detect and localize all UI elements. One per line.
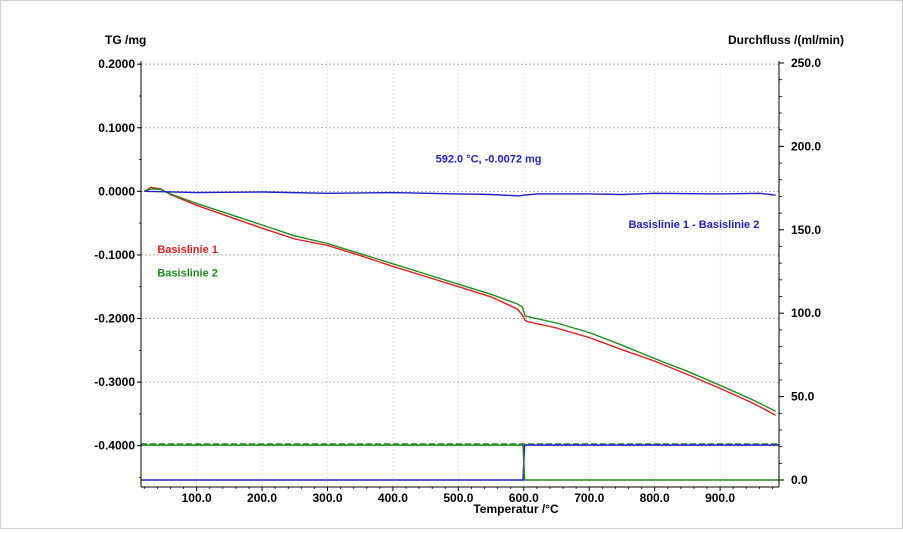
x-tick-label: 700.0	[574, 491, 604, 505]
y-left-tick-label: 0.0000	[98, 184, 135, 198]
y-right-tick-label: 250.0	[791, 56, 821, 70]
y-right-tick-label: 0.0	[791, 473, 808, 487]
y-right-tick-label: 100.0	[791, 306, 821, 320]
series-line-basislinie-1	[143, 186, 777, 416]
grid-lines	[141, 61, 779, 487]
labels-layer: Basislinie 1 Basislinie 2 Basislinie 1 - B…	[157, 153, 759, 279]
y-right-tick-label: 200.0	[791, 139, 821, 153]
y-left-tick-label: -0.3000	[94, 375, 135, 389]
y-left-tick-label: -0.1000	[94, 248, 135, 262]
y-left-tick-label: -0.2000	[94, 312, 135, 326]
x-tick-label: 100.0	[182, 491, 212, 505]
series-layer	[141, 186, 779, 481]
plot-area	[141, 61, 779, 487]
y-right-tick-label: 150.0	[791, 223, 821, 237]
x-tick-label: 300.0	[312, 491, 342, 505]
series-label: Basislinie 1	[157, 244, 218, 256]
series-label: Basislinie 2	[157, 268, 218, 280]
axes-layer: 0.2000 0.1000 0.0000 -0.1000 -0.2000 -0.3000 -…	[94, 56, 821, 505]
y-left-tick-label: 0.2000	[98, 57, 135, 71]
x-tick-label: 800.0	[640, 491, 670, 505]
y-right-tick-label: 50.0	[791, 390, 815, 404]
x-tick-label: 600.0	[509, 491, 539, 505]
x-axis-title: Temperatur /°C	[473, 502, 559, 516]
x-tick-label: 500.0	[443, 491, 473, 505]
series-line-basislinie-1-basislinie-2	[144, 190, 776, 197]
y-left-tick-label: -0.4000	[94, 439, 135, 453]
annotation-label: 592.0 °C, -0.0072 mg	[436, 153, 542, 165]
series-line-basislinie-2	[144, 188, 777, 412]
x-tick-label: 200.0	[247, 491, 277, 505]
y-left-axis-title: TG /mg	[105, 33, 146, 47]
flow-series-line-3	[141, 444, 779, 481]
y-left-tick-label: 0.1000	[98, 121, 135, 135]
series-label: Basislinie 1 - Basislinie 2	[628, 219, 759, 231]
x-tick-label: 400.0	[378, 491, 408, 505]
y-right-axis-title: Durchfluss /(ml/min)	[728, 33, 844, 47]
x-tick-label: 900.0	[705, 491, 735, 505]
